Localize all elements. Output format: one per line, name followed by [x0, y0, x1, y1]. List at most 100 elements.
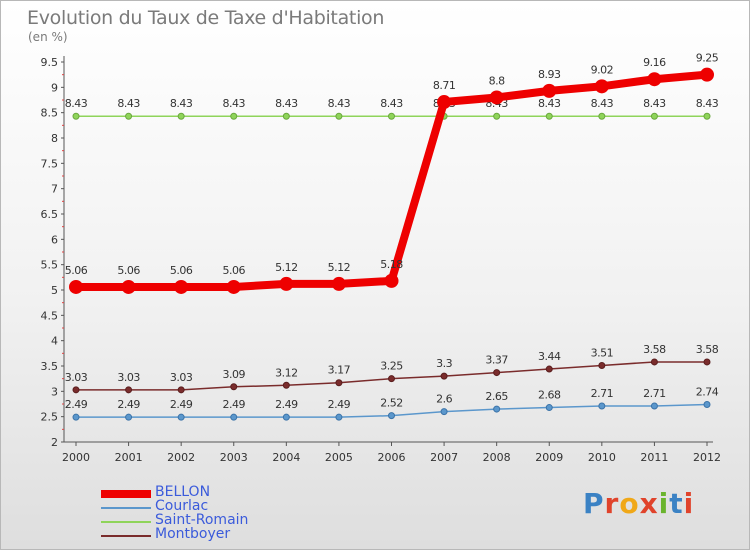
logo-letter: P [583, 487, 605, 520]
data-label-saint-romain: 8.43 [65, 97, 88, 110]
data-label-bellon: 9.02 [591, 63, 614, 76]
data-point-saint-romain [125, 112, 133, 120]
y-tick-label: 8 [51, 132, 58, 145]
data-point-montboyer [440, 372, 448, 380]
data-point-saint-romain [493, 112, 501, 120]
data-point-bellon [489, 90, 504, 105]
data-label-saint-romain: 8.43 [275, 97, 298, 110]
data-point-montboyer [177, 386, 185, 394]
legend-label-saint-romain: Saint-Romain [155, 512, 249, 528]
data-label-bellon: 5.06 [117, 264, 140, 277]
data-label-bellon: 8.93 [538, 68, 561, 81]
data-label-courlac: 2.68 [538, 389, 561, 402]
data-point-saint-romain [282, 112, 290, 120]
data-label-courlac: 2.49 [275, 398, 298, 411]
data-point-courlac [230, 413, 238, 421]
data-label-courlac: 2.74 [696, 386, 719, 399]
data-label-saint-romain: 8.43 [328, 97, 351, 110]
data-label-saint-romain: 8.43 [538, 97, 561, 110]
logo-letter: t [669, 487, 684, 520]
y-tick-label: 5.5 [41, 259, 59, 272]
y-tick-label: 2 [51, 436, 58, 449]
y-tick-label: 8.5 [41, 107, 59, 120]
x-tick-label: 2004 [272, 451, 300, 464]
logo-letter: x [639, 487, 659, 520]
data-label-saint-romain: 8.43 [591, 97, 614, 110]
x-tick-label: 2010 [588, 451, 616, 464]
data-label-saint-romain: 8.43 [643, 97, 666, 110]
y-tick-label: 3 [51, 385, 58, 398]
data-label-bellon: 8.71 [433, 79, 456, 92]
data-point-bellon [384, 273, 399, 288]
data-label-courlac: 2.71 [591, 387, 614, 400]
data-label-montboyer: 3.3 [436, 357, 452, 370]
data-label-montboyer: 3.17 [328, 364, 351, 377]
x-tick-label: 2005 [325, 451, 353, 464]
legend-swatch-bellon [101, 490, 151, 498]
y-tick-label: 6.5 [41, 208, 59, 221]
data-label-courlac: 2.65 [485, 390, 508, 403]
data-point-bellon [594, 79, 609, 94]
data-point-bellon [700, 67, 714, 82]
data-point-courlac [125, 413, 133, 421]
legend-swatch-courlac [101, 507, 151, 509]
data-label-courlac: 2.49 [117, 398, 140, 411]
data-point-courlac [72, 413, 80, 421]
data-label-bellon: 5.12 [275, 261, 298, 274]
data-label-montboyer: 3.37 [485, 354, 508, 367]
data-point-montboyer [598, 361, 606, 369]
legend-label-courlac: Courlac [155, 498, 209, 514]
data-label-montboyer: 3.09 [223, 368, 246, 381]
data-label-montboyer: 3.03 [117, 371, 140, 384]
data-label-montboyer: 3.03 [65, 371, 88, 384]
data-label-saint-romain: 8.43 [380, 97, 403, 110]
data-point-saint-romain [72, 112, 80, 120]
data-label-bellon: 5.06 [170, 264, 193, 277]
y-tick-label: 6 [51, 233, 58, 246]
legend-label-montboyer: Montboyer [155, 526, 231, 542]
data-point-bellon [542, 83, 557, 98]
data-label-courlac: 2.49 [65, 398, 88, 411]
x-tick-label: 2008 [483, 451, 511, 464]
x-tick-label: 2000 [62, 451, 90, 464]
data-label-saint-romain: 8.43 [170, 97, 193, 110]
data-label-courlac: 2.49 [170, 398, 193, 411]
data-point-montboyer [72, 386, 80, 394]
data-label-montboyer: 3.58 [696, 343, 719, 356]
data-point-saint-romain [703, 112, 711, 120]
legend-swatch-montboyer [101, 535, 151, 537]
y-tick-label: 3.5 [41, 360, 59, 373]
data-label-courlac: 2.52 [380, 397, 403, 410]
data-point-montboyer [493, 369, 501, 377]
y-tick-label: 2.5 [41, 411, 59, 424]
data-label-montboyer: 3.03 [170, 371, 193, 384]
y-tick-label: 4.5 [41, 309, 59, 322]
data-point-courlac [177, 413, 185, 421]
data-label-montboyer: 3.44 [538, 350, 561, 363]
legend-label-bellon: BELLON [155, 484, 211, 500]
data-label-bellon: 5.06 [65, 264, 88, 277]
data-point-courlac [650, 402, 658, 410]
data-point-courlac [282, 413, 290, 421]
data-label-saint-romain: 8.43 [117, 97, 140, 110]
data-point-courlac [493, 405, 501, 413]
data-label-bellon: 8.8 [489, 74, 505, 87]
data-point-montboyer [388, 375, 395, 383]
data-point-bellon [437, 95, 452, 110]
y-tick-label: 7 [51, 183, 58, 196]
data-point-montboyer [230, 383, 238, 391]
x-tick-label: 2002 [167, 451, 195, 464]
data-point-bellon [121, 279, 136, 294]
logo-letter: i [683, 487, 695, 520]
x-tick-label: 2003 [220, 451, 248, 464]
data-point-courlac [545, 404, 553, 412]
chart-title: Evolution du Taux de Taxe d'Habitation [27, 7, 385, 29]
data-point-bellon [174, 279, 189, 294]
x-tick-label: 2007 [430, 451, 458, 464]
data-point-montboyer [703, 358, 711, 366]
data-point-saint-romain [230, 112, 238, 120]
proxiti-logo[interactable]: Proxiti [583, 487, 694, 520]
data-label-montboyer: 3.25 [380, 360, 403, 373]
